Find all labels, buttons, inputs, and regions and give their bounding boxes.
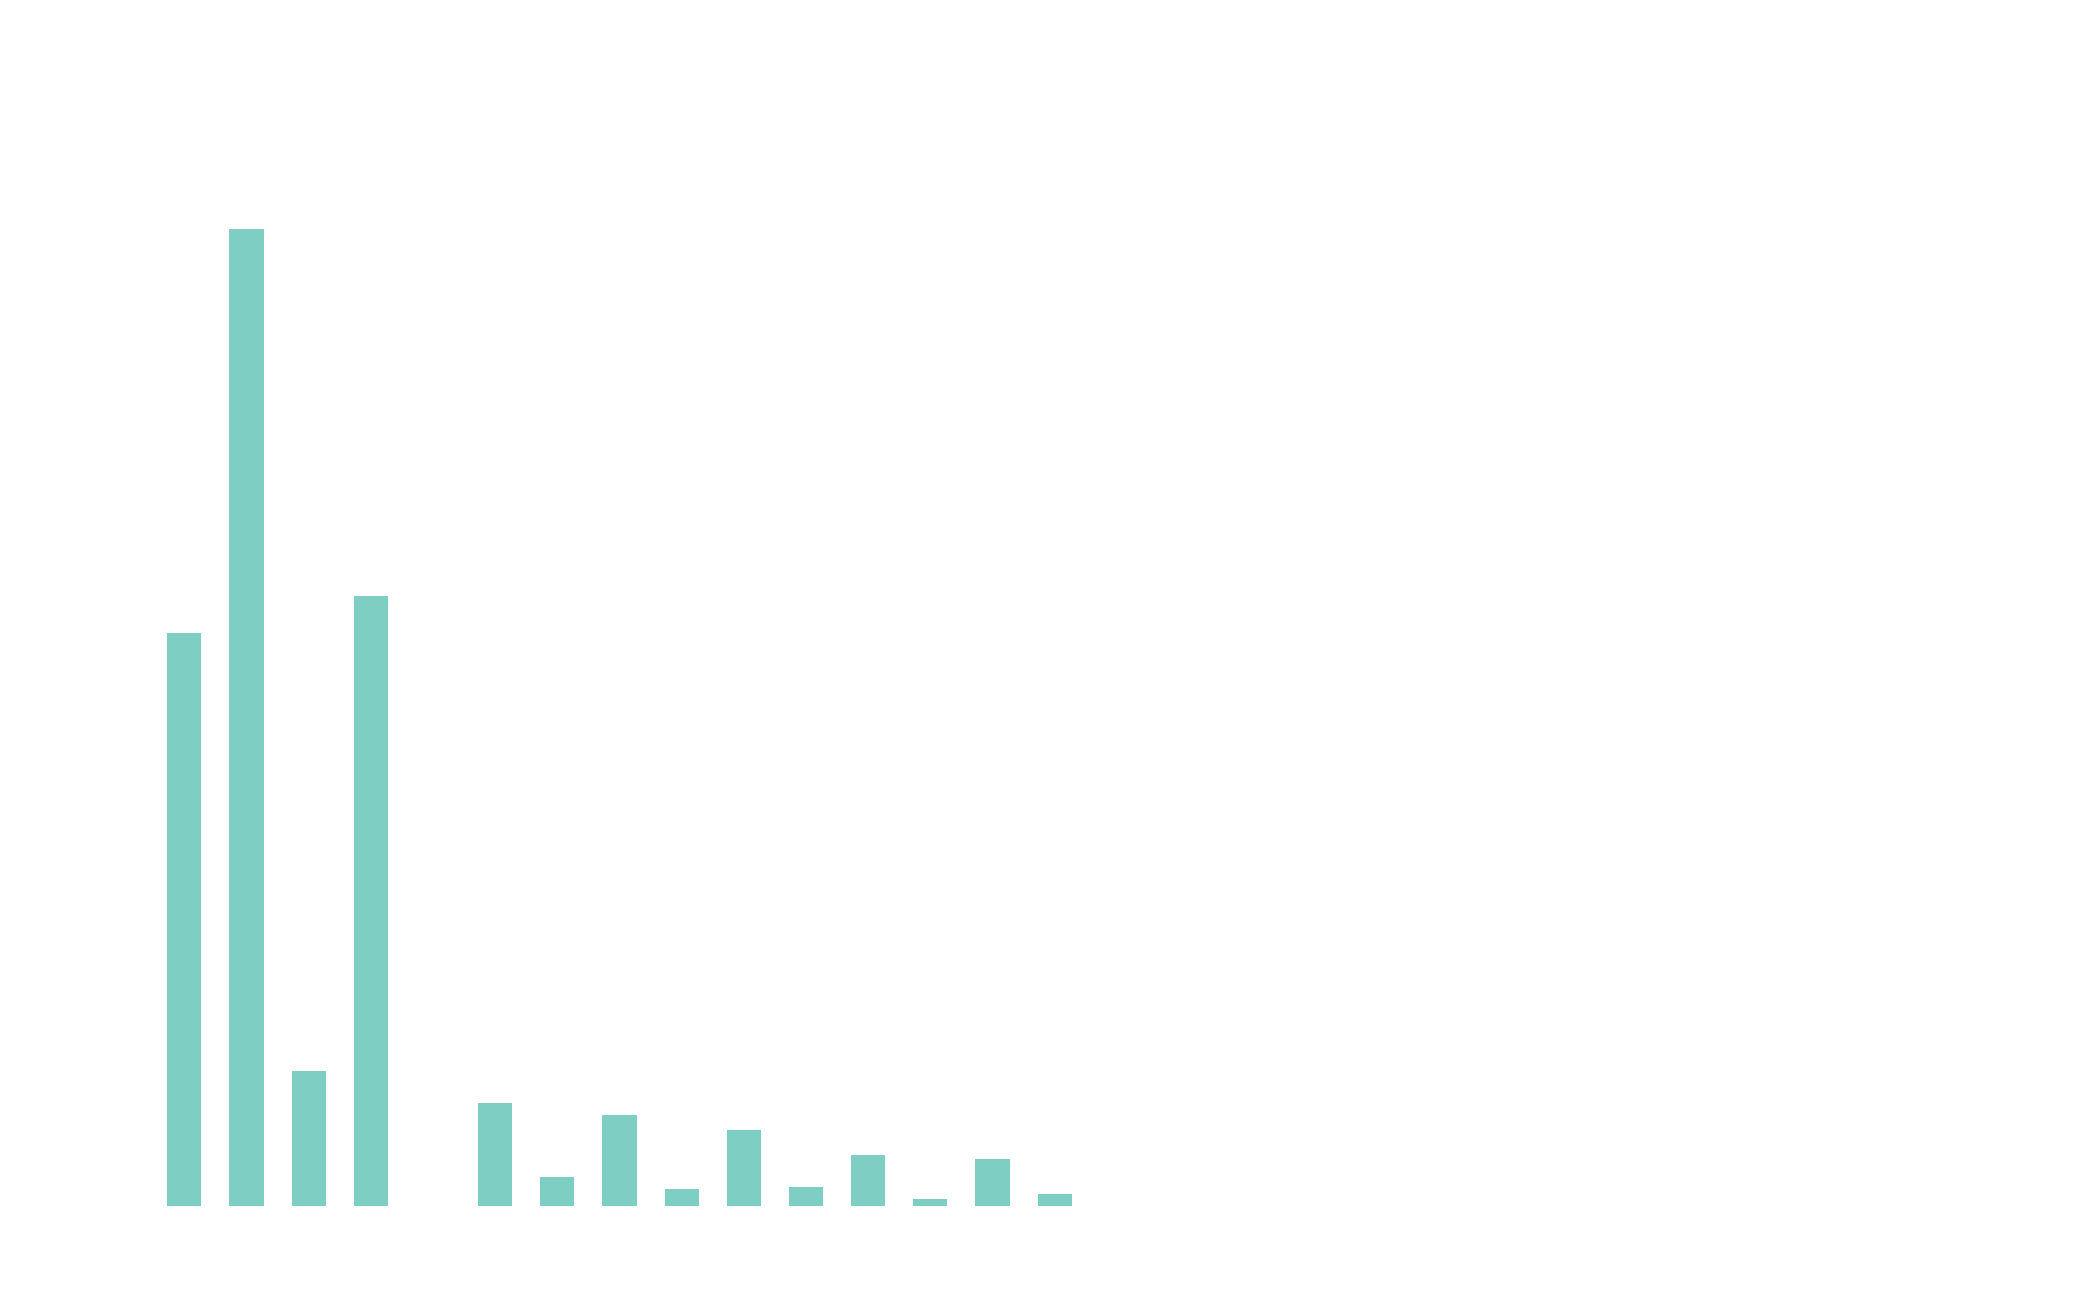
Bar bbox=[727, 1130, 760, 1206]
Bar bbox=[229, 228, 265, 1206]
Bar bbox=[1037, 1195, 1071, 1206]
Bar bbox=[353, 597, 388, 1206]
Bar bbox=[914, 1198, 947, 1206]
Bar bbox=[479, 1102, 512, 1206]
Bar bbox=[664, 1188, 699, 1206]
Bar bbox=[850, 1154, 886, 1206]
Bar bbox=[974, 1160, 1010, 1206]
Bar bbox=[603, 1115, 636, 1206]
Bar bbox=[540, 1176, 575, 1206]
Bar bbox=[790, 1187, 823, 1206]
Bar bbox=[168, 633, 202, 1206]
Bar bbox=[292, 1071, 326, 1206]
